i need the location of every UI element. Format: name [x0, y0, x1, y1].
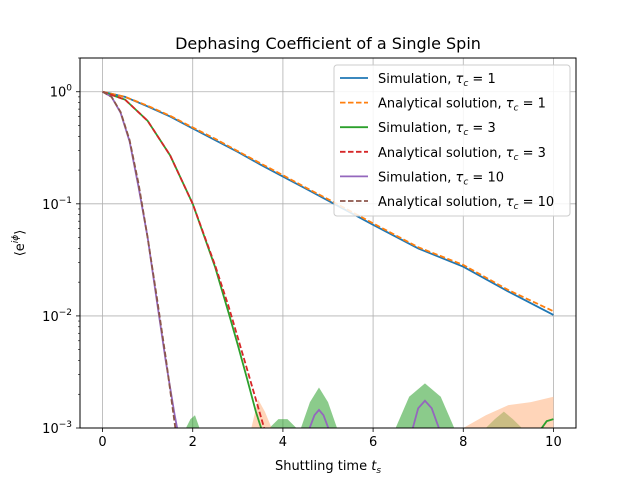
- x-tick-label: 0: [98, 435, 106, 450]
- legend-label-tau: τ: [456, 72, 464, 87]
- series-noise-line: [411, 399, 440, 428]
- legend-label-tau: τ: [456, 170, 464, 185]
- legend-label-tau: τ: [506, 97, 514, 112]
- uncertainty-bands: [185, 383, 554, 428]
- legend-label-eq: = 3: [468, 121, 495, 136]
- legend-label-sub: c: [514, 153, 519, 163]
- legend-label-prefix: Analytical solution,: [378, 195, 506, 210]
- legend-label-sub: c: [463, 177, 468, 187]
- y-tick-label: 10−2: [42, 308, 72, 325]
- x-tick-label: 4: [279, 435, 287, 450]
- y-tick-exponent: −1: [59, 196, 72, 206]
- y-tick-label: 10−3: [42, 420, 72, 437]
- y-tick-base: 10: [42, 310, 59, 325]
- legend-label: Simulation, τc = 1: [378, 72, 496, 89]
- uncertainty-band: [251, 399, 272, 428]
- legend-label-tau: τ: [506, 146, 514, 161]
- plot-frame: [79, 57, 577, 429]
- x-axis-label-sub: s: [376, 466, 381, 476]
- x-axis-label: Shuttling time ts: [275, 459, 381, 476]
- uncertainty-band: [395, 383, 455, 428]
- legend-label-prefix: Simulation,: [378, 170, 456, 185]
- legend-label: Analytical solution, τc = 10: [378, 195, 554, 212]
- legend-label-eq: = 10: [519, 195, 555, 210]
- y-tick-base: 10: [42, 422, 59, 437]
- x-tick-label: 10: [545, 435, 562, 450]
- x-axis-label-text: Shuttling time: [275, 459, 371, 474]
- uncertainty-band: [269, 419, 297, 428]
- uncertainty-band: [300, 387, 338, 428]
- series-line: [102, 90, 177, 428]
- y-axis-label-base: e: [13, 243, 28, 251]
- legend-label-sub: c: [463, 79, 468, 89]
- legend-label: Analytical solution, τc = 3: [378, 146, 546, 163]
- series-line: [102, 90, 266, 428]
- legend-label-eq: = 1: [519, 97, 546, 112]
- x-ticks: 0 2 4 6 8 10: [98, 428, 562, 450]
- legend-label-prefix: Simulation,: [378, 121, 456, 136]
- legend-label: Analytical solution, τc = 1: [378, 97, 546, 114]
- y-axis-label-sup: iϕ: [11, 235, 21, 244]
- y-axis-label: ⟨eiϕ⟩: [11, 230, 28, 257]
- y-tick-exponent: −3: [59, 420, 72, 430]
- legend-box: [333, 64, 571, 217]
- x-tick-label: 6: [369, 435, 377, 450]
- chart-title: Dephasing Coefficient of a Single Spin: [175, 34, 481, 53]
- uncertainty-band: [463, 396, 554, 428]
- legend-label-eq: = 3: [519, 146, 546, 161]
- legend-label: Simulation, τc = 10: [378, 170, 504, 187]
- legend-label-sub: c: [463, 128, 468, 138]
- legend-label-prefix: Analytical solution,: [378, 97, 506, 112]
- legend-label-prefix: Simulation,: [378, 72, 456, 87]
- legend-label-prefix: Analytical solution,: [378, 146, 506, 161]
- y-tick-base: 10: [50, 86, 67, 101]
- uncertainty-band: [185, 415, 200, 428]
- y-tick-label: 100: [50, 84, 73, 101]
- series-lines: [102, 90, 554, 428]
- legend-label-sub: c: [514, 104, 519, 114]
- series-noise-line: [308, 408, 330, 428]
- x-axis-label-var: t: [371, 459, 377, 474]
- y-axis-label-close: ⟩: [13, 230, 28, 235]
- legend-label-eq: = 1: [468, 72, 495, 87]
- y-axis-label-open: ⟨: [13, 251, 28, 256]
- x-tick-label: 2: [189, 435, 197, 450]
- legend-label-sub: c: [514, 202, 519, 212]
- series-line: [102, 90, 554, 313]
- y-tick-label: 10−1: [42, 196, 72, 213]
- legend-label: Simulation, τc = 3: [378, 121, 496, 138]
- y-tick-base: 10: [42, 198, 59, 213]
- series-noise-line: [540, 418, 554, 428]
- legend-label-tau: τ: [506, 195, 514, 210]
- y-tick-exponent: 0: [66, 84, 72, 94]
- legend-label-tau: τ: [456, 121, 464, 136]
- legend-label-eq: = 10: [468, 170, 504, 185]
- x-tick-label: 8: [459, 435, 467, 450]
- y-tick-exponent: −2: [59, 308, 72, 318]
